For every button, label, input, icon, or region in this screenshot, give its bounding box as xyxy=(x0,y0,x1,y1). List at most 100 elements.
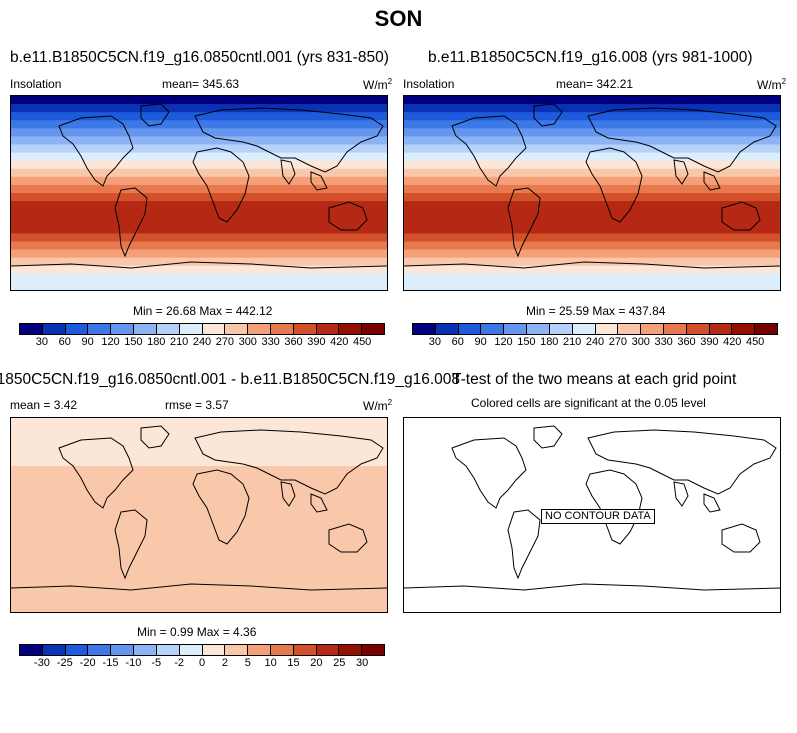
colorbar-tick-label: 300 xyxy=(238,336,257,348)
colorbar-tick-label: 420 xyxy=(723,336,742,348)
panel2-variable-label: Insolation xyxy=(403,77,455,91)
panel1-mean-label: mean= 345.63 xyxy=(162,77,240,91)
colorbar-swatch xyxy=(293,645,317,655)
colorbar-tick-label: 300 xyxy=(631,336,650,348)
colorbar-tick-label: 30 xyxy=(35,336,48,348)
colorbar-tick-label: 90 xyxy=(474,336,487,348)
colorbar-swatch xyxy=(595,324,619,334)
colorbar-tick-label: -10 xyxy=(125,657,142,669)
colorbar-tick-label: 450 xyxy=(745,336,765,348)
panel4-subtitle: Colored cells are significant at the 0.0… xyxy=(471,396,706,410)
colorbar-tick-label: -2 xyxy=(174,657,185,669)
colorbar-swatch xyxy=(549,324,573,334)
colorbar-swatch xyxy=(732,324,756,334)
colorbar-swatch xyxy=(504,324,528,334)
colorbar-tick-label: 330 xyxy=(654,336,673,348)
colorbar-tick-label: 450 xyxy=(352,336,372,348)
colorbar-swatch xyxy=(316,324,340,334)
colorbar-swatch xyxy=(270,645,294,655)
colorbar-swatch xyxy=(65,645,89,655)
panel2-mean-label: mean= 342.21 xyxy=(556,77,634,91)
no-contour-data-label: NO CONTOUR DATA xyxy=(541,509,655,524)
colorbar-tick-label: 330 xyxy=(261,336,280,348)
colorbar-tick-label: 60 xyxy=(58,336,71,348)
colorbar-tick-label: 390 xyxy=(700,336,719,348)
colorbar-swatch xyxy=(42,645,66,655)
panel3-title: b.e11.B1850C5CN.f19_g16.0850cntl.001 - b… xyxy=(0,371,460,388)
colorbar-swatch xyxy=(641,324,664,334)
colorbar-swatch xyxy=(316,645,340,655)
colorbar-tick-label: 120 xyxy=(494,336,513,348)
colorbar-tick-label: -30 xyxy=(33,657,50,669)
colorbar-swatch xyxy=(202,324,226,334)
colorbar-tick-label: 120 xyxy=(101,336,120,348)
panel3-mean-label: mean = 3.42 xyxy=(10,398,78,412)
colorbar-tick-label: 180 xyxy=(540,336,559,348)
colorbar-swatch xyxy=(134,645,157,655)
colorbar-swatch xyxy=(686,324,710,334)
colorbar-tick-label: 20 xyxy=(310,657,323,669)
colorbar-tick-label: -25 xyxy=(56,657,73,669)
colorbar-swatch xyxy=(362,645,384,655)
colorbar-swatch xyxy=(179,645,203,655)
colorbar-swatch xyxy=(413,324,436,334)
colorbar-tick-label: 150 xyxy=(517,336,536,348)
panel1-colorbar-ticks: 30 60 90 120 150 180 210 240 270 300 330 360 390 420 4… xyxy=(19,336,385,350)
colorbar-tick-label: 0 xyxy=(198,657,206,669)
colorbar-swatch xyxy=(709,324,733,334)
colorbar-tick-label: -5 xyxy=(151,657,162,669)
panel1-variable-label: Insolation xyxy=(10,77,62,91)
colorbar-swatch xyxy=(248,324,271,334)
colorbar-swatch xyxy=(134,324,157,334)
colorbar-swatch xyxy=(527,324,550,334)
colorbar-swatch xyxy=(458,324,482,334)
colorbar-swatch xyxy=(202,645,226,655)
colorbar-swatch xyxy=(481,324,505,334)
colorbar-swatch xyxy=(293,324,317,334)
colorbar-swatch xyxy=(572,324,596,334)
colorbar-swatch xyxy=(156,645,180,655)
colorbar-swatch xyxy=(20,645,43,655)
colorbar-tick-label: 360 xyxy=(284,336,303,348)
colorbar-tick-label: 5 xyxy=(244,657,251,669)
colorbar-swatch xyxy=(111,645,135,655)
colorbar-tick-label: 25 xyxy=(333,657,346,669)
panel2-colorbar xyxy=(412,323,778,335)
colorbar-swatch xyxy=(755,324,777,334)
panel2-minmax: Min = 25.59 Max = 437.84 xyxy=(526,304,666,318)
colorbar-swatch xyxy=(225,324,249,334)
colorbar-tick-label: 270 xyxy=(215,336,235,348)
colorbar-swatch xyxy=(65,324,89,334)
colorbar-swatch xyxy=(179,324,203,334)
colorbar-tick-label: 360 xyxy=(677,336,696,348)
colorbar-tick-label: 10 xyxy=(264,657,277,669)
panel1-map xyxy=(10,95,388,291)
colorbar-tick-label: -15 xyxy=(102,657,119,669)
panel3-colorbar-ticks: -30 -25 -20 -15 -10 -5 -2 0 2 5 10 15 20 25 30 xyxy=(19,657,385,671)
panel3-colorbar xyxy=(19,644,385,656)
colorbar-swatch xyxy=(435,324,459,334)
panel2-map xyxy=(403,95,781,291)
colorbar-swatch xyxy=(88,645,112,655)
colorbar-tick-label: 270 xyxy=(608,336,628,348)
colorbar-swatch xyxy=(248,645,271,655)
colorbar-swatch xyxy=(663,324,687,334)
colorbar-tick-label: 240 xyxy=(192,336,212,348)
panel1-units: W/m2 xyxy=(363,77,393,92)
colorbar-swatch xyxy=(270,324,294,334)
colorbar-tick-label: 60 xyxy=(451,336,464,348)
panel3-map xyxy=(10,417,388,613)
colorbar-swatch xyxy=(42,324,66,334)
colorbar-tick-label: 2 xyxy=(221,657,228,669)
colorbar-tick-label: 420 xyxy=(330,336,349,348)
panel2-units: W/m2 xyxy=(757,77,787,92)
colorbar-tick-label: 150 xyxy=(124,336,143,348)
panel2-colorbar-ticks: 30 60 90 120 150 180 210 240 270 300 330 360 390 420 4… xyxy=(412,336,778,350)
colorbar-swatch xyxy=(111,324,135,334)
colorbar-tick-label: 240 xyxy=(585,336,605,348)
panel2-title: b.e11.B1850C5CN.f19_g16.008 (yrs 981-100… xyxy=(428,49,753,66)
colorbar-tick-label: 30 xyxy=(428,336,441,348)
panel1-colorbar xyxy=(19,323,385,335)
panel1-title: b.e11.B1850C5CN.f19_g16.0850cntl.001 (yr… xyxy=(10,49,389,66)
colorbar-swatch xyxy=(20,324,43,334)
